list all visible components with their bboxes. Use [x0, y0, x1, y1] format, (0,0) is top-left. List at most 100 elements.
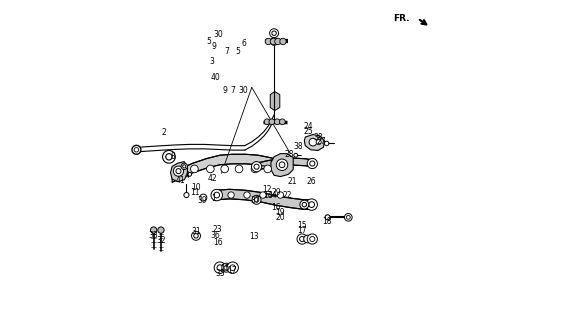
Text: FR.: FR.: [393, 14, 409, 23]
Text: 15: 15: [297, 221, 307, 230]
Circle shape: [176, 169, 181, 174]
Circle shape: [345, 213, 352, 221]
Circle shape: [302, 202, 307, 207]
Circle shape: [275, 38, 281, 45]
Circle shape: [191, 231, 201, 240]
Text: 32: 32: [156, 236, 166, 245]
Circle shape: [134, 148, 139, 152]
Circle shape: [228, 192, 234, 198]
Circle shape: [264, 165, 271, 173]
Polygon shape: [304, 134, 324, 150]
Circle shape: [254, 164, 259, 169]
Text: 27: 27: [316, 137, 326, 146]
Circle shape: [324, 141, 329, 146]
Circle shape: [346, 215, 350, 219]
Circle shape: [251, 165, 259, 173]
Text: 16: 16: [271, 203, 281, 212]
Text: 19: 19: [276, 208, 285, 217]
Text: 14: 14: [263, 191, 273, 200]
Polygon shape: [256, 158, 313, 170]
Text: 42: 42: [208, 174, 218, 183]
Text: 35: 35: [215, 268, 225, 278]
Text: 41: 41: [175, 176, 185, 185]
Text: 9: 9: [223, 86, 227, 95]
Circle shape: [307, 158, 317, 169]
Text: 1: 1: [211, 194, 216, 204]
Text: 21: 21: [288, 177, 297, 186]
Polygon shape: [270, 92, 280, 111]
Circle shape: [270, 29, 278, 38]
Text: 33: 33: [148, 231, 158, 240]
Circle shape: [269, 119, 275, 124]
Circle shape: [279, 162, 285, 168]
Text: 29: 29: [271, 188, 281, 197]
Text: 25: 25: [303, 127, 313, 136]
Text: 16: 16: [213, 238, 223, 247]
Text: 18: 18: [322, 217, 331, 226]
Circle shape: [132, 145, 141, 154]
Text: 4: 4: [185, 172, 190, 180]
Circle shape: [316, 140, 321, 145]
Circle shape: [307, 234, 317, 244]
Text: 24: 24: [303, 122, 313, 131]
Text: 8: 8: [170, 152, 175, 161]
Circle shape: [184, 193, 189, 197]
Circle shape: [188, 172, 191, 176]
Text: 30: 30: [238, 86, 248, 95]
Circle shape: [306, 199, 317, 210]
Text: 15: 15: [220, 264, 230, 273]
Circle shape: [294, 153, 298, 157]
Text: 31: 31: [191, 227, 201, 236]
Circle shape: [222, 263, 231, 272]
Circle shape: [260, 192, 266, 198]
Circle shape: [235, 165, 243, 173]
Circle shape: [224, 266, 229, 270]
Polygon shape: [172, 154, 280, 182]
Text: 34: 34: [268, 191, 277, 200]
Text: 17: 17: [297, 226, 307, 235]
Circle shape: [211, 189, 223, 201]
Circle shape: [206, 165, 214, 173]
Circle shape: [254, 197, 259, 202]
Text: 5: 5: [235, 46, 240, 56]
Circle shape: [304, 235, 311, 243]
Polygon shape: [271, 154, 293, 177]
Circle shape: [310, 161, 315, 166]
Text: 13: 13: [249, 232, 259, 241]
Text: 2: 2: [162, 128, 166, 137]
Text: 10: 10: [191, 183, 201, 192]
Circle shape: [214, 192, 220, 198]
Circle shape: [325, 215, 330, 220]
Circle shape: [277, 192, 284, 198]
Text: 26: 26: [307, 177, 316, 186]
Circle shape: [227, 262, 238, 273]
Text: 22: 22: [283, 191, 292, 200]
Circle shape: [244, 192, 250, 198]
Circle shape: [183, 165, 186, 168]
Circle shape: [191, 165, 198, 173]
Text: 28: 28: [284, 150, 293, 159]
Text: 23: 23: [213, 225, 223, 234]
Text: 3: 3: [210, 57, 215, 66]
Text: 38: 38: [294, 142, 303, 151]
Text: 30: 30: [213, 30, 223, 39]
Circle shape: [217, 265, 223, 270]
Circle shape: [166, 154, 172, 160]
Text: 36: 36: [211, 231, 220, 240]
Circle shape: [300, 200, 309, 209]
Text: 12: 12: [262, 185, 271, 194]
Text: 38: 38: [313, 133, 322, 142]
Circle shape: [280, 38, 286, 45]
Circle shape: [181, 163, 187, 170]
Circle shape: [272, 31, 276, 36]
Text: 37: 37: [250, 196, 260, 205]
Text: 6: 6: [242, 39, 246, 48]
Text: 39: 39: [197, 196, 206, 205]
Text: 9: 9: [212, 42, 217, 52]
Polygon shape: [171, 162, 187, 182]
Circle shape: [270, 38, 278, 45]
Circle shape: [276, 159, 288, 171]
Text: 11: 11: [191, 188, 200, 197]
Circle shape: [264, 119, 270, 124]
Polygon shape: [216, 189, 312, 209]
